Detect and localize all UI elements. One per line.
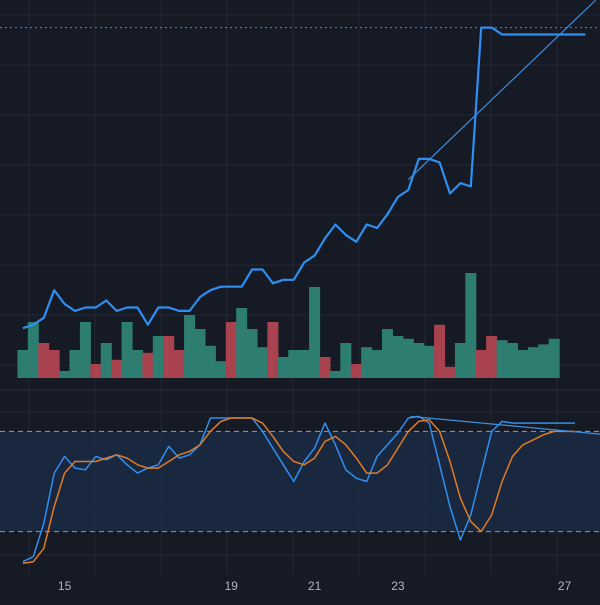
volume-bar[interactable] <box>152 336 164 378</box>
x-axis-tick-label: 15 <box>58 579 72 593</box>
x-axis-tick-label: 27 <box>558 579 572 593</box>
x-axis-tick-label: 21 <box>308 579 322 593</box>
volume-bar[interactable] <box>111 359 123 378</box>
volume-bar[interactable] <box>69 350 81 378</box>
price-line[interactable] <box>22 26 586 330</box>
volume-bar[interactable] <box>142 352 154 378</box>
volume-bar[interactable] <box>517 350 529 378</box>
volume-bar[interactable] <box>236 308 248 378</box>
volume-bar[interactable] <box>444 366 456 378</box>
volume-bar[interactable] <box>163 336 175 378</box>
volume-bar[interactable] <box>486 336 498 378</box>
volume-bar[interactable] <box>194 329 206 378</box>
x-axis-background <box>0 575 600 600</box>
volume-bar[interactable] <box>257 347 268 378</box>
volume-bar[interactable] <box>340 343 352 378</box>
price-trendline[interactable] <box>407 0 597 181</box>
volume-bar[interactable] <box>204 345 216 378</box>
volume-bar[interactable] <box>90 364 102 378</box>
volume-bar[interactable] <box>392 336 404 378</box>
volume-bar[interactable] <box>173 350 185 378</box>
volume-bar[interactable] <box>382 329 393 378</box>
volume-bar[interactable] <box>246 329 258 378</box>
volume-bar[interactable] <box>277 357 289 378</box>
volume-bar[interactable] <box>329 371 341 378</box>
volume-bar[interactable] <box>350 364 362 378</box>
stochastic-band <box>0 431 600 532</box>
volume-bar[interactable] <box>121 322 133 378</box>
volume-bar[interactable] <box>100 343 112 378</box>
volume-bar[interactable] <box>371 350 383 378</box>
volume-bar[interactable] <box>538 344 550 378</box>
volume-bar[interactable] <box>527 347 539 378</box>
volume-bar[interactable] <box>79 322 91 378</box>
volume-bar[interactable] <box>465 273 477 378</box>
volume-bar[interactable] <box>413 343 425 378</box>
volume-bar[interactable] <box>507 343 518 378</box>
stochastic-trendline[interactable] <box>410 415 600 435</box>
volume-bar[interactable] <box>132 350 143 378</box>
x-axis-tick-label: 23 <box>391 579 405 593</box>
volume-bar[interactable] <box>184 315 196 378</box>
volume-bar[interactable] <box>423 345 435 378</box>
volume-bar[interactable] <box>267 322 279 378</box>
volume-bar[interactable] <box>38 343 50 378</box>
volume-bar[interactable] <box>17 350 29 378</box>
volume-bar[interactable] <box>475 350 487 378</box>
volume-bar[interactable] <box>309 287 321 378</box>
volume-bar[interactable] <box>215 361 227 378</box>
volume-bar[interactable] <box>434 324 446 378</box>
x-axis-tick-label: 19 <box>225 579 239 593</box>
volume-bar[interactable] <box>496 340 508 378</box>
volume-bar[interactable] <box>225 322 237 378</box>
stochastic-d-line[interactable] <box>22 417 575 565</box>
volume-bar[interactable] <box>288 350 300 378</box>
volume-bar[interactable] <box>59 371 71 378</box>
volume-bar[interactable] <box>298 350 310 378</box>
volume-bar[interactable] <box>48 350 60 378</box>
volume-bar[interactable] <box>402 338 414 378</box>
volume-bar[interactable] <box>319 357 331 378</box>
volume-bar[interactable] <box>361 347 373 378</box>
volume-bar[interactable] <box>27 322 39 378</box>
volume-bar[interactable] <box>454 343 466 378</box>
volume-bar[interactable] <box>548 338 560 378</box>
